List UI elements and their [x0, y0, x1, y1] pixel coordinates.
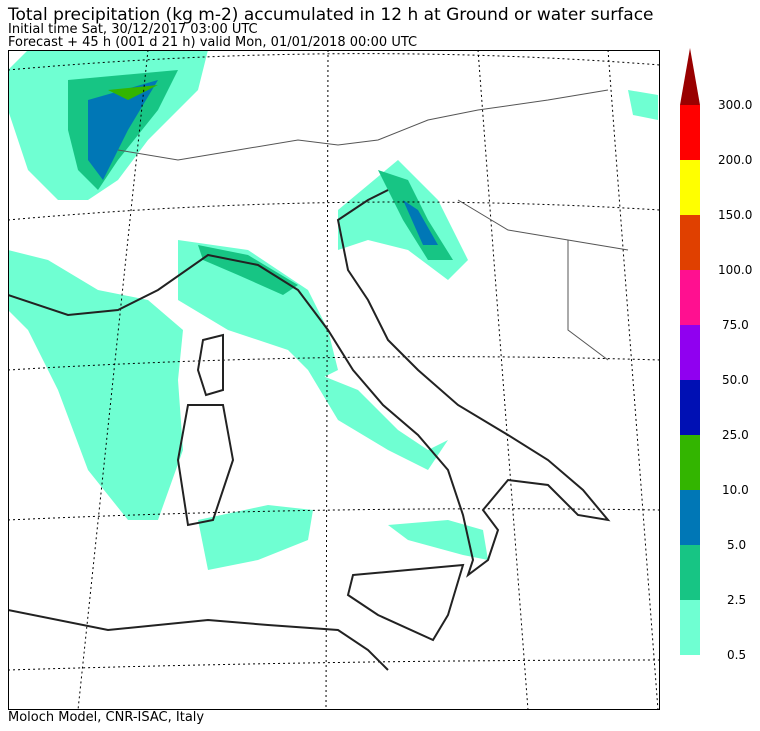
colorbar-label: 100.0 [718, 263, 753, 277]
colorbar-label: 25.0 [722, 428, 749, 442]
colorbar-label: 200.0 [718, 153, 753, 167]
map-title: Total precipitation (kg m-2) accumulated… [8, 5, 654, 25]
colorbar-segment [680, 600, 700, 655]
colorbar-label: 75.0 [722, 318, 749, 332]
colorbar-label: 50.0 [722, 373, 749, 387]
colorbar-label: 0.5 [727, 648, 747, 662]
colorbar-arrow [680, 48, 700, 105]
colorbar-segment [680, 325, 700, 380]
precipitation-areas [8, 50, 658, 570]
colorbar-label: 300.0 [718, 98, 753, 112]
colorbar [680, 48, 700, 655]
forecast-time: Forecast + 45 h (001 d 21 h) valid Mon, … [8, 35, 418, 50]
colorbar-label: 2.5 [727, 593, 747, 607]
graticule [8, 50, 660, 710]
coastlines [8, 189, 611, 671]
colorbar-segment [680, 435, 700, 490]
colorbar-segment [680, 380, 700, 435]
borders [117, 89, 629, 361]
colorbar-segment [680, 490, 700, 545]
colorbar-segment [680, 545, 700, 600]
precipitation-map [8, 50, 660, 710]
model-credit: Moloch Model, CNR-ISAC, Italy [8, 710, 205, 725]
map-frame [8, 50, 660, 710]
colorbar-segment [680, 105, 700, 160]
initial-time: Initial time Sat, 30/12/2017 03:00 UTC [8, 22, 258, 37]
colorbar-label: 10.0 [722, 483, 749, 497]
colorbar-label: 5.0 [727, 538, 747, 552]
colorbar-segment [680, 160, 700, 215]
colorbar-segment [680, 270, 700, 325]
colorbar-segment [680, 215, 700, 270]
colorbar-label: 150.0 [718, 208, 753, 222]
